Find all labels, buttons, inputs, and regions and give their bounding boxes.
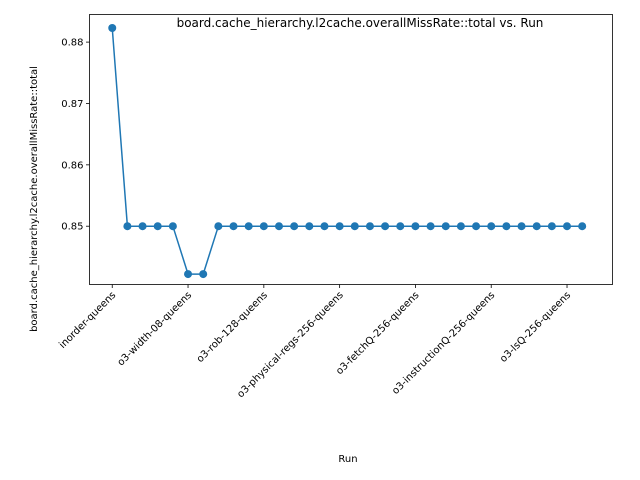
data-point <box>502 222 511 231</box>
data-point <box>441 222 450 231</box>
data-point <box>108 24 117 32</box>
plot-area-frame <box>89 14 613 285</box>
data-point <box>396 222 405 231</box>
data-point <box>274 222 283 231</box>
data-point <box>563 222 572 231</box>
x-tick-label: o3-fetchQ-256-queens <box>334 290 421 377</box>
data-point <box>138 222 147 231</box>
data-point <box>229 222 238 231</box>
data-point <box>153 222 162 231</box>
data-point <box>411 222 420 231</box>
data-point <box>517 222 526 231</box>
data-point <box>472 222 481 231</box>
data-point <box>335 222 344 231</box>
data-point <box>350 222 359 231</box>
y-tick-label: 0.88 <box>61 38 83 49</box>
data-point <box>547 222 556 231</box>
x-tick-label: inorder-queens <box>57 290 118 351</box>
x-tick-label: o3-rob-128-queens <box>195 290 270 365</box>
y-axis: 0.85 0.86 0.87 0.88 <box>61 38 90 233</box>
series-layer <box>108 24 587 279</box>
x-axis-title: Run <box>338 454 357 465</box>
data-point <box>184 270 193 279</box>
data-point <box>487 222 496 231</box>
data-point <box>381 222 390 231</box>
data-point <box>259 222 268 231</box>
series-line <box>111 27 583 275</box>
data-point <box>532 222 541 231</box>
data-point <box>320 222 329 231</box>
data-point <box>305 222 314 231</box>
data-point <box>168 222 177 231</box>
data-point <box>365 222 374 231</box>
data-point <box>214 222 223 231</box>
y-axis-title: board.cache_hierarchy.l2cache.overallMis… <box>29 66 40 332</box>
data-point <box>199 270 208 279</box>
data-point <box>578 222 587 231</box>
y-tick-label: 0.85 <box>61 222 83 233</box>
data-point <box>456 222 465 231</box>
y-tick-label: 0.87 <box>61 99 83 110</box>
data-point <box>426 222 435 231</box>
x-tick-label: o3-width-08-queens <box>116 290 195 369</box>
y-tick-label: 0.86 <box>61 160 83 171</box>
x-tick-label: o3-lsQ-256-queens <box>498 290 573 365</box>
chart-title: board.cache_hierarchy.l2cache.overallMis… <box>177 16 544 30</box>
data-point <box>244 222 253 231</box>
data-point <box>123 222 132 231</box>
data-point <box>290 222 299 231</box>
